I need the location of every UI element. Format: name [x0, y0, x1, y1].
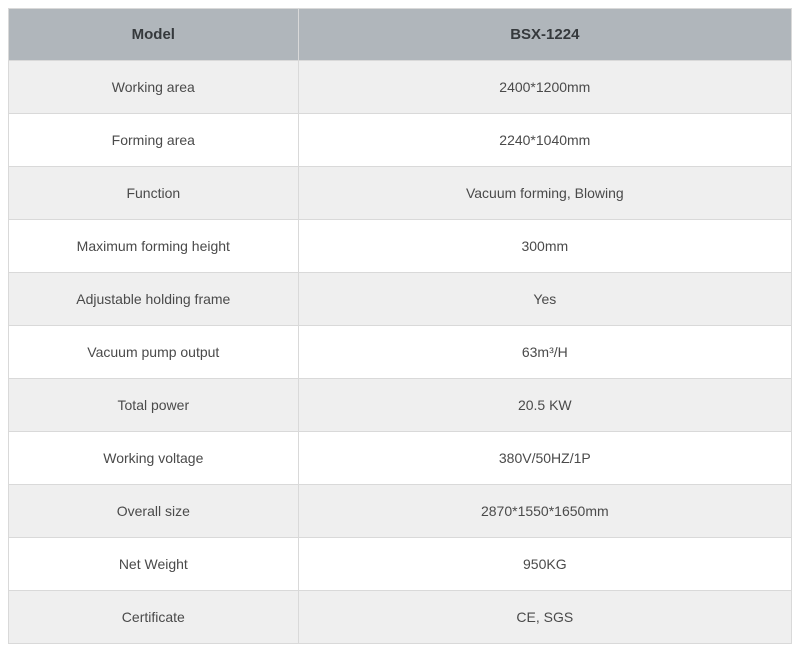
spec-value: Yes: [298, 273, 791, 326]
spec-value: 2240*1040mm: [298, 114, 791, 167]
header-model: Model: [9, 9, 299, 61]
spec-value: CE, SGS: [298, 591, 791, 644]
spec-value: 380V/50HZ/1P: [298, 432, 791, 485]
table-row: Forming area 2240*1040mm: [9, 114, 792, 167]
table-row: Certificate CE, SGS: [9, 591, 792, 644]
spec-value: 950KG: [298, 538, 791, 591]
spec-value: 2400*1200mm: [298, 61, 791, 114]
spec-label: Working voltage: [9, 432, 299, 485]
spec-label: Maximum forming height: [9, 220, 299, 273]
table-row: Vacuum pump output 63m³/H: [9, 326, 792, 379]
spec-value: 20.5 KW: [298, 379, 791, 432]
table-row: Working voltage 380V/50HZ/1P: [9, 432, 792, 485]
spec-label: Overall size: [9, 485, 299, 538]
table-row: Overall size 2870*1550*1650mm: [9, 485, 792, 538]
spec-label: Vacuum pump output: [9, 326, 299, 379]
spec-value: 300mm: [298, 220, 791, 273]
spec-value: 63m³/H: [298, 326, 791, 379]
table-row: Maximum forming height 300mm: [9, 220, 792, 273]
table-row: Adjustable holding frame Yes: [9, 273, 792, 326]
spec-label: Forming area: [9, 114, 299, 167]
spec-label: Total power: [9, 379, 299, 432]
table-row: Total power 20.5 KW: [9, 379, 792, 432]
spec-value: Vacuum forming, Blowing: [298, 167, 791, 220]
spec-label: Adjustable holding frame: [9, 273, 299, 326]
table-header-row: Model BSX-1224: [9, 9, 792, 61]
spec-label: Function: [9, 167, 299, 220]
table-row: Net Weight 950KG: [9, 538, 792, 591]
table-row: Function Vacuum forming, Blowing: [9, 167, 792, 220]
spec-label: Certificate: [9, 591, 299, 644]
spec-label: Net Weight: [9, 538, 299, 591]
header-value: BSX-1224: [298, 9, 791, 61]
spec-value: 2870*1550*1650mm: [298, 485, 791, 538]
table-row: Working area 2400*1200mm: [9, 61, 792, 114]
spec-label: Working area: [9, 61, 299, 114]
spec-table: Model BSX-1224 Working area 2400*1200mm …: [8, 8, 792, 644]
